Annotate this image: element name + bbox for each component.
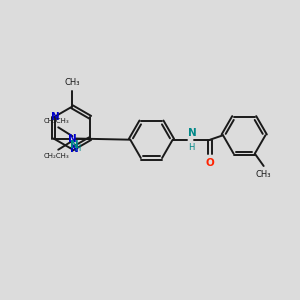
Text: CH₂CH₃: CH₂CH₃ bbox=[44, 153, 70, 159]
Text: N: N bbox=[188, 128, 197, 138]
Text: H: H bbox=[188, 142, 194, 152]
Text: H: H bbox=[74, 144, 81, 153]
Text: CH₃: CH₃ bbox=[256, 169, 272, 178]
Text: CH₂CH₃: CH₂CH₃ bbox=[44, 118, 70, 124]
Text: N: N bbox=[70, 140, 79, 150]
Text: N: N bbox=[51, 112, 60, 122]
Text: CH₃: CH₃ bbox=[64, 78, 80, 87]
Text: O: O bbox=[206, 158, 214, 168]
Text: N: N bbox=[70, 144, 78, 154]
Text: N: N bbox=[68, 134, 77, 143]
